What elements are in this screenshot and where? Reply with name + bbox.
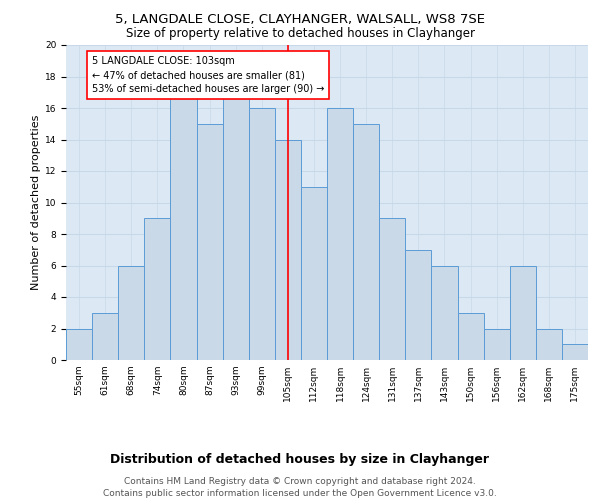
Bar (301, 186, 327, 360)
Bar (536, 328, 562, 360)
Text: 5 LANGDALE CLOSE: 103sqm
← 47% of detached houses are smaller (81)
53% of semi-d: 5 LANGDALE CLOSE: 103sqm ← 47% of detach… (92, 56, 325, 94)
Text: Size of property relative to detached houses in Clayhanger: Size of property relative to detached ho… (125, 28, 475, 40)
Bar (327, 108, 353, 360)
Bar (510, 266, 536, 360)
Y-axis label: Number of detached properties: Number of detached properties (31, 115, 41, 290)
Bar (562, 344, 588, 360)
Bar (431, 266, 458, 360)
Bar (223, 92, 249, 360)
Bar (170, 92, 197, 360)
Text: Distribution of detached houses by size in Clayhanger: Distribution of detached houses by size … (110, 452, 490, 466)
Bar (197, 124, 223, 360)
Bar (92, 313, 118, 360)
Bar (118, 266, 145, 360)
Text: Contains HM Land Registry data © Crown copyright and database right 2024.
Contai: Contains HM Land Registry data © Crown c… (103, 476, 497, 498)
Bar (145, 218, 170, 360)
Bar (275, 140, 301, 360)
Bar (379, 218, 406, 360)
Bar (353, 124, 379, 360)
Bar (458, 313, 484, 360)
Bar (66, 328, 92, 360)
Text: 5, LANGDALE CLOSE, CLAYHANGER, WALSALL, WS8 7SE: 5, LANGDALE CLOSE, CLAYHANGER, WALSALL, … (115, 12, 485, 26)
Bar (406, 250, 431, 360)
Bar (249, 108, 275, 360)
Bar (484, 328, 510, 360)
